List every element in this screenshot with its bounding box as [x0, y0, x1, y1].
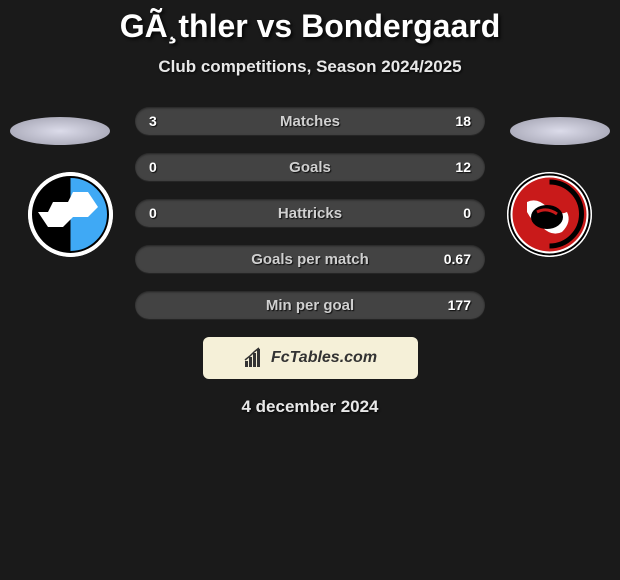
club-crest-left-icon	[28, 172, 113, 257]
stat-left-value: 0	[149, 205, 157, 221]
fctables-attribution: FcTables.com	[203, 337, 418, 379]
page-subtitle: Club competitions, Season 2024/2025	[0, 57, 620, 77]
stats-bars: 3 Matches 18 0 Goals 12 0 Hattricks 0 Go…	[135, 107, 485, 319]
stat-label: Min per goal	[266, 297, 354, 314]
fc-fredericia-logo	[507, 172, 592, 257]
header-section: GÃ¸thler vs Bondergaard Club competition…	[0, 0, 620, 77]
content-section: 3 Matches 18 0 Goals 12 0 Hattricks 0 Go…	[0, 107, 620, 417]
hb-koege-logo	[28, 172, 113, 257]
fctables-text: FcTables.com	[271, 349, 377, 367]
stat-right-value: 18	[455, 113, 471, 129]
stat-row-goals-per-match: Goals per match 0.67	[135, 245, 485, 273]
stat-right-value: 0	[463, 205, 471, 221]
shadow-ellipse-right	[510, 117, 610, 145]
date-text: 4 december 2024	[0, 397, 620, 417]
stat-row-min-per-goal: Min per goal 177	[135, 291, 485, 319]
stat-right-value: 177	[448, 297, 471, 313]
stat-left-value: 3	[149, 113, 157, 129]
stat-right-value: 0.67	[444, 251, 471, 267]
club-crest-right-icon	[507, 172, 592, 257]
stat-label: Hattricks	[278, 205, 342, 222]
stat-right-value: 12	[455, 159, 471, 175]
stat-label: Goals	[289, 159, 331, 176]
page-title: GÃ¸thler vs Bondergaard	[0, 8, 620, 45]
stat-left-value: 0	[149, 159, 157, 175]
stat-label: Matches	[280, 113, 340, 130]
stat-row-hattricks: 0 Hattricks 0	[135, 199, 485, 227]
stat-label: Goals per match	[251, 251, 369, 268]
stat-row-matches: 3 Matches 18	[135, 107, 485, 135]
chart-bar-icon	[243, 347, 265, 369]
stat-row-goals: 0 Goals 12	[135, 153, 485, 181]
shadow-ellipse-left	[10, 117, 110, 145]
